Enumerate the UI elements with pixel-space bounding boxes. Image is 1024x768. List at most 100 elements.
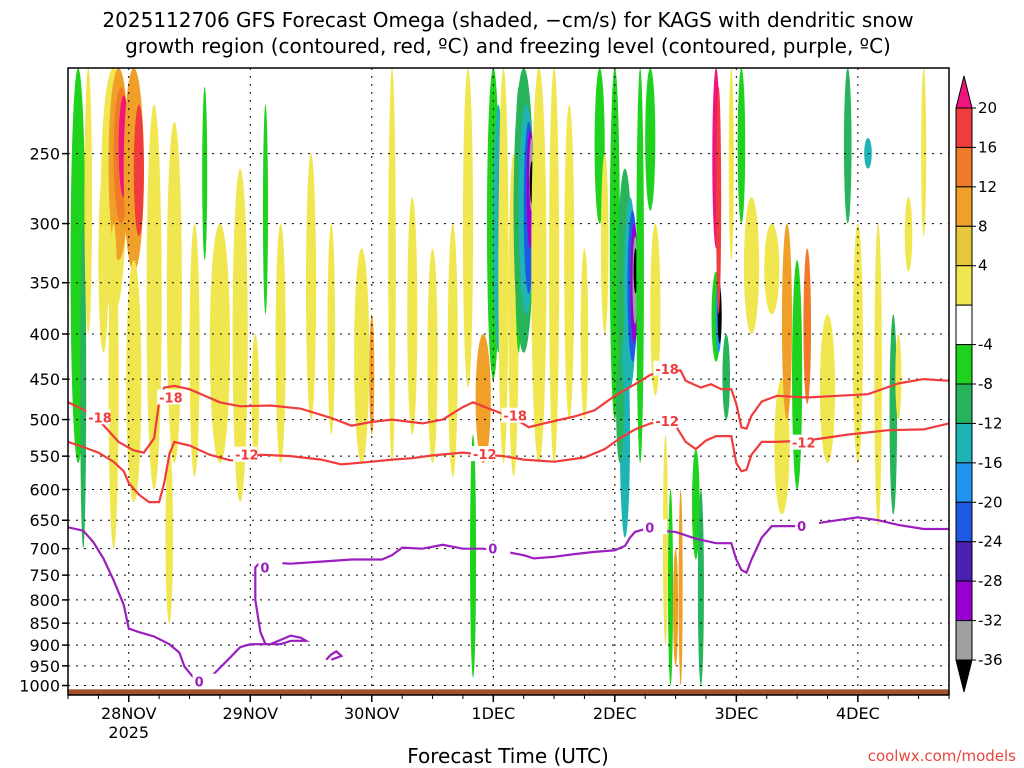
y-tick-label: 550 — [29, 447, 60, 466]
omega-cell — [166, 121, 182, 464]
omega-cell — [609, 68, 620, 420]
colorbar-label: -36 — [978, 651, 1003, 669]
colorbar-label: -12 — [978, 414, 1003, 432]
ground-terrain — [68, 689, 949, 695]
colorbar-label: 16 — [978, 138, 997, 156]
omega-cell — [662, 434, 668, 646]
colorbar-segment — [955, 265, 973, 306]
colorbar-segment — [955, 146, 973, 188]
omega-cell — [781, 223, 793, 420]
colorbar-segment — [955, 186, 973, 227]
contour-line — [325, 650, 344, 661]
x-tick-label: 28NOV — [101, 704, 157, 723]
colorbar-label: -28 — [978, 572, 1003, 590]
colorbar-label: -24 — [978, 533, 1003, 551]
colorbar-label: -32 — [978, 612, 1003, 630]
omega-cell — [728, 68, 734, 261]
y-tick-label: 750 — [29, 566, 60, 585]
omega-cell — [716, 86, 722, 315]
colorbar-segment — [955, 304, 973, 346]
colorbar-segment — [955, 383, 973, 424]
x-tick-label: 4DEC — [836, 704, 880, 723]
contour-label-bg — [486, 540, 511, 556]
omega-cell — [889, 314, 898, 515]
omega-cell — [667, 489, 674, 686]
colorbar-label: 4 — [978, 257, 988, 275]
omega-cell — [921, 68, 927, 237]
omega-shading — [70, 68, 927, 686]
omega-cell — [354, 248, 370, 464]
contour-label-bg — [643, 519, 668, 535]
contour-label: 0 — [260, 561, 269, 576]
colorbar-segment — [955, 225, 973, 267]
colorbar-segment — [955, 344, 973, 385]
omega-cell — [722, 333, 731, 420]
omega-cell — [852, 223, 863, 464]
colorbar-label: 20 — [978, 99, 997, 117]
omega-cell — [737, 68, 746, 224]
omega-cell — [262, 104, 268, 315]
omega-cell — [407, 197, 418, 435]
omega-cell — [650, 223, 661, 396]
contour-line — [68, 516, 949, 683]
omega-cell — [251, 333, 260, 464]
colorbar-segment — [955, 107, 973, 148]
y-tick-label: 250 — [29, 145, 60, 164]
omega-cell — [305, 153, 317, 420]
colorbar-segment — [955, 541, 973, 582]
x-tick-label: 1DEC — [471, 704, 515, 723]
y-tick-label: 650 — [29, 511, 60, 530]
omega-cell — [232, 168, 248, 503]
y-tick-label: 350 — [29, 274, 60, 293]
contour-label-bg — [471, 446, 496, 462]
omega-cell — [447, 223, 458, 477]
y-tick-label: 500 — [29, 411, 60, 430]
contour-label: -12 — [655, 415, 679, 430]
y-tick-label: 450 — [29, 370, 60, 389]
omega-cell — [673, 548, 679, 666]
omega-cell — [636, 68, 644, 464]
contour-label-bg — [192, 673, 217, 689]
omega-cell — [202, 86, 208, 261]
y-tick-label: 700 — [29, 540, 60, 559]
omega-cell — [165, 449, 174, 624]
contour-label: -12 — [792, 437, 816, 452]
y-axis: 250 300 350 400 450 500 550 600 650 700 750 800 850 9… — [19, 145, 68, 696]
omega-cell — [764, 223, 780, 315]
y-tick-label: 950 — [29, 657, 60, 676]
contour-label: -18 — [88, 411, 112, 426]
omega-cell — [600, 153, 609, 334]
omega-cell — [475, 333, 491, 464]
contour-label-bg — [86, 409, 111, 425]
colorbar-segment — [955, 501, 973, 543]
omega-cell — [874, 223, 882, 527]
omega-cell — [327, 223, 336, 435]
omega-cell — [462, 68, 474, 388]
omega-cell — [843, 68, 852, 224]
contour-label-bg — [790, 434, 815, 450]
y-tick-label: 800 — [29, 591, 60, 610]
omega-cell — [209, 223, 231, 464]
x-tick-label: 30NOV — [344, 704, 400, 723]
omega-cell — [864, 137, 872, 169]
chart-title-line1: 2025112706 GFS Forecast Omega (shaded, −… — [102, 8, 913, 32]
omega-cell — [549, 68, 560, 464]
contour-label-bg — [653, 413, 678, 429]
contour-label-bg — [653, 360, 678, 376]
x-axis-label: Forecast Time (UTC) — [407, 744, 609, 768]
watermark: coolwx.com/models — [868, 747, 1016, 765]
x-tick-label: 3DEC — [714, 704, 758, 723]
contour-label: -12 — [473, 448, 497, 463]
omega-cell — [275, 223, 286, 464]
omega-cell — [819, 314, 836, 464]
chart-title-line2: growth region (contoured, red, ºC) and f… — [125, 34, 891, 58]
contour-label: 0 — [195, 676, 204, 691]
omega-cell — [498, 68, 509, 464]
contour-label: 0 — [797, 520, 806, 535]
colorbar-label: -8 — [978, 375, 993, 393]
colorbar-label: -16 — [978, 454, 1003, 472]
y-tick-label: 400 — [29, 325, 60, 344]
omega-cell — [470, 434, 477, 678]
colorbar-segment — [955, 620, 973, 661]
